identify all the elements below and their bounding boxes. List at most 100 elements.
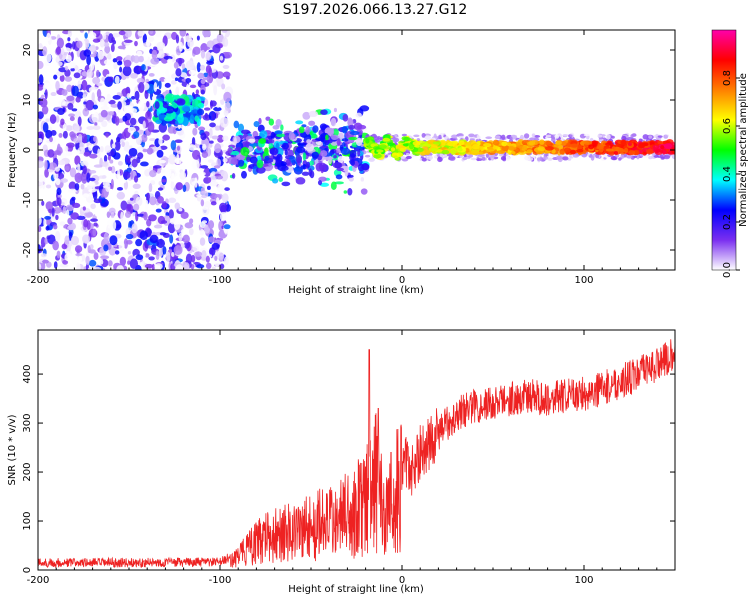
spectrogram-cell — [101, 161, 109, 167]
spectrogram-cell — [144, 253, 150, 258]
spectrogram-cell — [162, 134, 170, 141]
spectrogram-cell — [185, 83, 190, 93]
spectrogram-cell — [64, 65, 69, 71]
spectrogram-cell — [219, 202, 227, 213]
spectrogram-cell — [100, 109, 108, 118]
spectrogram-cell — [88, 177, 96, 182]
spectrogram-cell — [47, 149, 55, 158]
spectrogram-cell — [224, 187, 230, 191]
spectrogram-cell — [301, 171, 310, 176]
spectrogram-cell — [103, 154, 108, 163]
spectrogram-cell — [333, 107, 337, 113]
spectrogram-y-tick-label: 10 — [22, 94, 33, 107]
spectrogram-cell — [554, 134, 560, 139]
spectrogram-cell — [71, 41, 76, 50]
spectrogram-cell — [200, 49, 206, 59]
spectrogram-cell — [492, 145, 499, 150]
spectrogram-cell — [58, 132, 63, 138]
spectrogram-cell — [424, 149, 431, 155]
spectrogram-cell — [238, 159, 245, 167]
spectrogram-cell — [254, 135, 262, 140]
spectrogram-cell — [182, 184, 187, 193]
spectrogram-cell — [224, 101, 231, 112]
spectrogram-cell — [120, 211, 124, 222]
spectrogram-cell — [156, 41, 166, 50]
spectrogram-cell — [116, 92, 122, 96]
spectrogram-cell — [230, 157, 238, 165]
spectrogram-cell — [590, 155, 595, 161]
spectrogram-cell — [496, 150, 506, 155]
spectrogram-cell — [642, 134, 649, 140]
spectrogram-cell — [68, 181, 77, 191]
spectrogram-cell — [62, 206, 67, 215]
spectrogram-cell — [104, 145, 112, 153]
spectrogram-cell — [67, 188, 77, 194]
spectrogram-cell — [171, 31, 178, 40]
spectrogram-cell — [39, 204, 44, 213]
spectrogram-cell — [197, 103, 204, 108]
colorbar-tick-label: 0.4 — [722, 166, 733, 182]
spectrogram-cell — [215, 197, 220, 204]
snr-x-tick-label: 0 — [399, 575, 405, 586]
spectrogram-cell — [161, 178, 167, 183]
spectrogram-cell — [62, 130, 68, 139]
spectrogram-cell — [295, 154, 303, 164]
spectrogram-cell — [360, 177, 365, 182]
spectrogram-cell — [560, 140, 567, 147]
spectrogram-cell — [110, 211, 115, 219]
spectrogram-cell — [110, 43, 115, 53]
spectrogram-cell — [610, 135, 615, 139]
spectrogram-cell — [179, 30, 187, 37]
spectrogram-cell — [86, 126, 95, 130]
spectrogram-cell — [156, 195, 164, 204]
spectrogram-cell — [69, 116, 75, 122]
spectrogram-cell — [65, 165, 70, 171]
spectrogram-cell — [166, 251, 171, 263]
spectrogram-cell — [88, 144, 93, 151]
spectrogram-cell — [413, 134, 420, 138]
spectrogram-cell — [189, 84, 197, 89]
spectrogram-cell — [522, 145, 528, 151]
spectrogram-cell — [597, 134, 603, 138]
spectrogram-cell — [38, 60, 44, 70]
spectrogram-cell — [494, 135, 501, 140]
spectrogram-cell — [652, 144, 659, 150]
spectrogram-cell — [648, 135, 653, 139]
spectrogram-cell — [109, 159, 114, 164]
spectrogram-cell — [77, 80, 81, 90]
spectrogram-cell — [146, 192, 151, 201]
spectrogram-cell — [123, 39, 133, 44]
spectrogram-y-label: Frequency (Hz) — [7, 112, 18, 188]
spectrogram-cell — [164, 82, 171, 88]
spectrogram-cell — [319, 182, 330, 187]
snr-marks — [38, 339, 675, 569]
spectrogram-cell — [554, 148, 560, 152]
spectrogram-cell — [357, 149, 361, 157]
spectrogram-cell — [179, 171, 187, 180]
spectrogram-x-label: Height of straight line (km) — [288, 285, 424, 296]
spectrogram-cell — [537, 146, 545, 152]
spectrogram-cell — [92, 38, 101, 43]
colorbar-gradient — [711, 29, 737, 271]
spectrogram-cell — [66, 84, 73, 93]
spectrogram-cell — [59, 221, 66, 226]
spectrogram-cell — [113, 152, 121, 160]
spectrogram-cell — [336, 167, 344, 172]
spectrogram-cell — [340, 147, 351, 155]
spectrogram-cell — [122, 171, 131, 180]
spectrogram-cell — [114, 250, 120, 255]
spectrogram-cell — [562, 134, 570, 137]
colorbar-label: Normalized spectral amplitude — [738, 73, 749, 227]
spectrogram-cell — [405, 152, 410, 156]
spectrogram-cell — [396, 152, 403, 158]
spectrogram-cell — [180, 211, 189, 219]
spectrogram-cell — [106, 211, 111, 218]
spectrogram-cell — [131, 158, 138, 168]
spectrogram-cell — [85, 99, 95, 111]
spectrogram-cell — [112, 32, 121, 38]
spectrogram-cell — [221, 193, 229, 203]
spectrogram-cell — [49, 136, 53, 143]
spectrogram-cell — [136, 77, 145, 84]
spectrogram-cell — [178, 57, 182, 67]
spectrogram-cell — [414, 144, 420, 148]
